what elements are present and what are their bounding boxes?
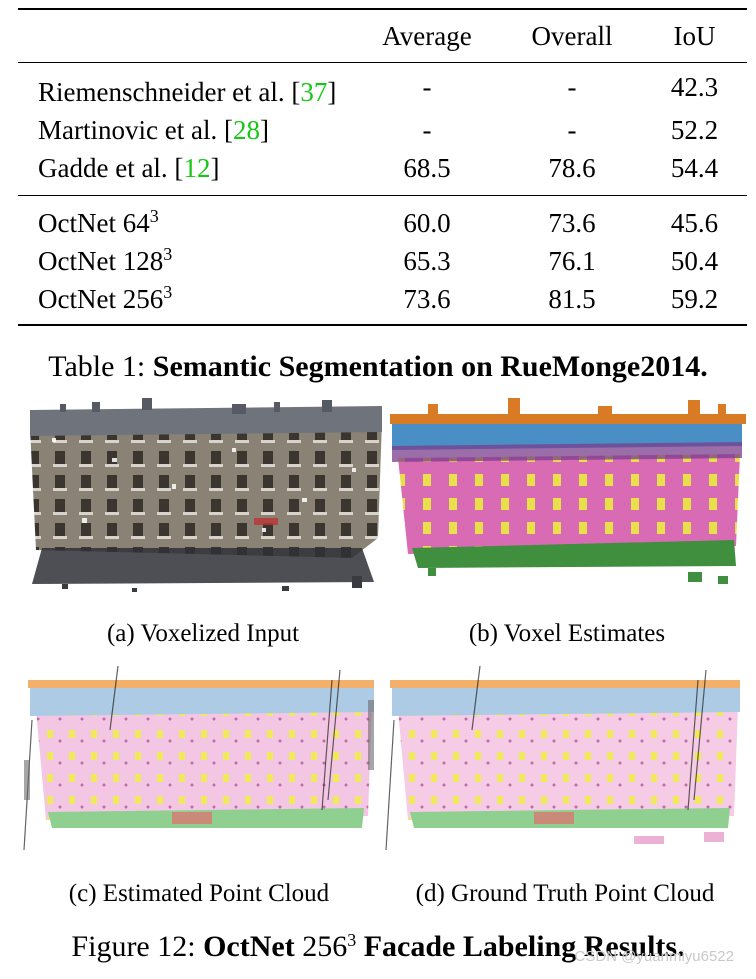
overall-cell: 73.6 [548, 207, 596, 238]
estimated-point-cloud-image [23, 665, 374, 851]
figure-caption-size: 256 [302, 930, 348, 963]
iou-cell: 42.3 [670, 71, 719, 102]
iou-cell: 59.2 [670, 283, 719, 314]
panel-d-caption: (d) Ground Truth Point Cloud [415, 880, 715, 907]
panel-b-caption: (b) Voxel Estimates [468, 620, 666, 647]
citation-bracket: ] [327, 76, 337, 107]
overall-cell: 78.6 [548, 152, 596, 183]
table-row: Riemenschneider et al. [37] - - 42.3 [18, 63, 747, 111]
overall-cell: 81.5 [548, 283, 596, 314]
table-row: OctNet 643 60.0 73.6 45.6 [18, 196, 747, 242]
table-caption: Table 1: Semantic Segmentation on RueMon… [0, 350, 756, 384]
iou-cell: 45.6 [670, 207, 719, 238]
panel-a-caption: (a) Voxelized Input [106, 620, 300, 647]
results-table: Average Overall IoU Riemenschneider et a… [18, 8, 747, 326]
table-caption-title: Semantic Segmentation on RueMonge2014. [152, 350, 708, 383]
overall-cell: - [567, 71, 577, 102]
average-cell: 60.0 [403, 207, 451, 238]
average-cell: - [422, 114, 432, 145]
iou-cell: 52.2 [670, 114, 719, 145]
table-row: OctNet 2563 73.6 81.5 59.2 [18, 280, 747, 325]
figure-caption: Figure 12: OctNet 2563 Facade Labeling R… [0, 930, 756, 964]
table-row: Martinovic et al. [28] - - 52.2 [18, 111, 747, 149]
method-name: Riemenschneider et al. [ [38, 76, 301, 107]
average-cell: 68.5 [403, 152, 451, 183]
iou-cell: 54.4 [670, 152, 719, 183]
figure-caption-title-2: Facade Labeling Results. [356, 930, 685, 963]
citation-link[interactable]: 37 [300, 76, 328, 107]
average-cell: 73.6 [403, 283, 451, 314]
table-row: OctNet 1283 65.3 76.1 50.4 [18, 242, 747, 280]
citation-link[interactable]: 28 [232, 114, 260, 145]
method-name: OctNet 64 [38, 207, 150, 238]
average-cell: 65.3 [403, 245, 451, 276]
exponent: 3 [149, 205, 159, 226]
voxel-estimates-image [390, 398, 746, 584]
citation-bracket: ] [210, 152, 220, 183]
figure-caption-title-1: OctNet [203, 930, 295, 963]
header-average: Average [382, 20, 472, 51]
figure-caption-exponent: 3 [347, 930, 357, 950]
method-name: Martinovic et al. [ [38, 114, 233, 145]
table-row: Gadde et al. [12] 68.5 78.6 54.4 [18, 149, 747, 196]
overall-cell: - [567, 114, 577, 145]
method-name: OctNet 256 [38, 283, 164, 314]
voxelized-input-image [30, 398, 382, 592]
exponent: 3 [163, 243, 173, 264]
figure-caption-prefix: Figure 12: [71, 930, 204, 963]
panel-c-caption: (c) Estimated Point Cloud [68, 880, 330, 907]
watermark: CSDN @yuanmiyu6522 [574, 948, 734, 965]
iou-cell: 50.4 [670, 245, 719, 276]
table-caption-prefix: Table 1: [48, 350, 153, 383]
header-method [18, 9, 352, 63]
method-name: OctNet 128 [38, 245, 164, 276]
header-overall: Overall [531, 20, 613, 51]
exponent: 3 [163, 281, 173, 302]
overall-cell: 76.1 [548, 245, 596, 276]
average-cell: - [422, 71, 432, 102]
method-name: Gadde et al. [ [38, 152, 184, 183]
ground-truth-point-cloud-image [385, 665, 740, 851]
citation-bracket: ] [259, 114, 269, 145]
citation-link[interactable]: 12 [183, 152, 211, 183]
header-iou: IoU [673, 20, 716, 51]
